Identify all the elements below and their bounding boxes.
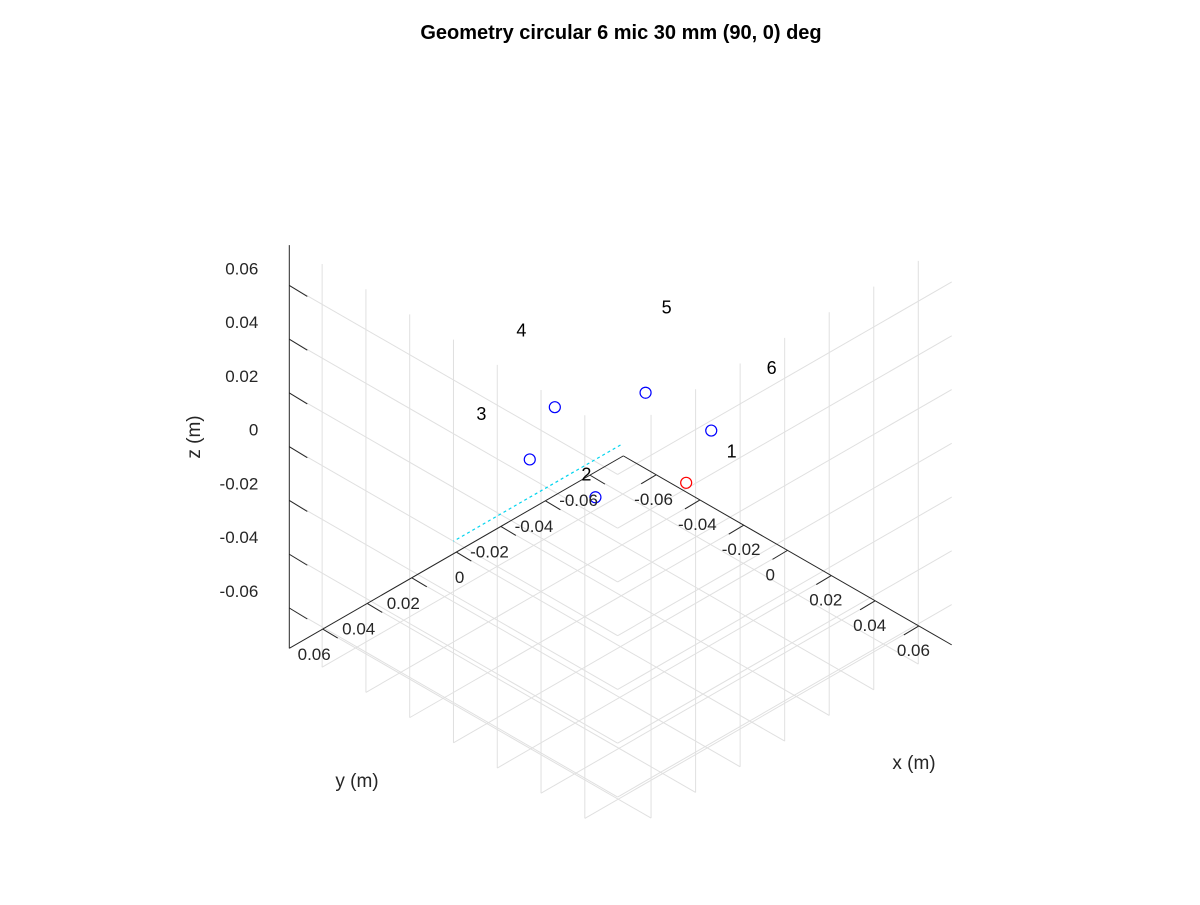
x-tick	[859, 600, 876, 611]
z-tick-label: 0	[249, 421, 258, 440]
z-tick	[289, 500, 308, 512]
y-tick	[589, 474, 606, 485]
gridline-z-side	[617, 389, 952, 583]
gridline-z-back	[289, 500, 618, 690]
z-tick-label: -0.04	[220, 528, 259, 547]
z-tick	[289, 607, 308, 620]
gridline-z-back	[289, 285, 618, 475]
y-tick-label: 0	[455, 568, 464, 587]
y-tick	[500, 526, 517, 536]
gridline-z-side	[617, 281, 952, 475]
z-tick-label: -0.02	[220, 474, 259, 493]
z-axis-label: z (m)	[184, 415, 205, 458]
x-tick	[816, 575, 832, 586]
mic-marker-1	[680, 476, 693, 489]
gridline-z-back	[289, 338, 618, 529]
gridline-y-floor	[500, 526, 830, 716]
z-tick-label: 0.04	[225, 313, 258, 332]
y-tick-label: -0.02	[470, 542, 509, 561]
gridline-z-side	[617, 496, 952, 690]
y-tick	[411, 577, 428, 588]
y-tick	[366, 602, 383, 613]
gridline-z-side	[617, 550, 952, 744]
mic-label-4: 4	[516, 321, 526, 341]
mic-marker-2	[589, 491, 602, 504]
gridline-y-floor	[322, 628, 652, 819]
mic-label-6: 6	[767, 358, 777, 378]
x-tick	[728, 524, 745, 535]
axes-layer	[288, 245, 952, 649]
y-tick-label: 0.04	[342, 619, 375, 638]
z-tick	[289, 285, 308, 297]
x-axis-label: x (m)	[892, 753, 935, 774]
gridline-z-side	[617, 604, 952, 798]
x-tick-label: -0.02	[722, 540, 761, 559]
z-tick-label: 0.02	[225, 367, 258, 386]
mic-label-3: 3	[476, 404, 486, 424]
y-tick-label: -0.06	[559, 491, 598, 510]
y-axis-line	[289, 455, 624, 649]
gridline-z-back	[289, 553, 618, 744]
z-tick	[289, 338, 308, 351]
x-tick-label: 0.06	[897, 641, 930, 660]
x-tick-label: 0.02	[809, 591, 842, 610]
steering-direction-line	[453, 444, 621, 542]
grid-layer	[289, 260, 952, 819]
y-axis-label: y (m)	[335, 771, 378, 792]
x-tick-label: -0.06	[634, 490, 673, 509]
gridline-y-floor	[456, 551, 785, 742]
gridline-z-side	[617, 442, 952, 637]
y-tick-label: 0.02	[387, 594, 420, 613]
x-tick-label: 0	[766, 565, 775, 584]
gridline-y-floor	[589, 474, 919, 665]
z-tick	[289, 392, 308, 405]
y-tick-label: -0.04	[515, 517, 554, 536]
y-tick-label: 0.06	[298, 645, 331, 664]
gridline-z-side	[617, 335, 952, 529]
z-tick	[289, 553, 308, 566]
gridline-y-floor	[411, 577, 741, 768]
mic-label-5: 5	[662, 297, 672, 317]
mic-label-2: 2	[581, 465, 591, 485]
gridline-z-back	[289, 607, 618, 798]
z-tick-label: 0.06	[225, 259, 258, 278]
data-layer	[453, 386, 718, 542]
x-tick	[772, 549, 788, 560]
gridline-y-floor	[545, 500, 875, 691]
label-layer: -0.06 -0.04 -0.02 0 0.02 0.04 0.06 -0.06 -0.04 -0…	[184, 259, 936, 792]
y-tick	[456, 551, 472, 562]
mic-label-1: 1	[727, 441, 737, 461]
y-tick	[545, 500, 561, 511]
gridline-z-back	[289, 392, 618, 583]
z-tick-label: -0.06	[220, 582, 259, 601]
chart-title: Geometry circular 6 mic 30 mm (90, 0) de…	[420, 22, 822, 44]
gridline-y-floor	[366, 602, 696, 793]
z-tick	[289, 446, 308, 459]
x-tick-label: 0.04	[853, 616, 886, 635]
mic-marker-6	[705, 424, 718, 437]
mic-marker-3	[523, 453, 536, 466]
mic-marker-4	[548, 401, 561, 414]
y-tick	[322, 628, 338, 639]
mic-marker-5	[639, 386, 652, 399]
x-tick	[640, 474, 657, 485]
x-tick	[903, 625, 920, 636]
x-tick-label: -0.04	[678, 515, 717, 534]
x-tick	[684, 499, 701, 510]
